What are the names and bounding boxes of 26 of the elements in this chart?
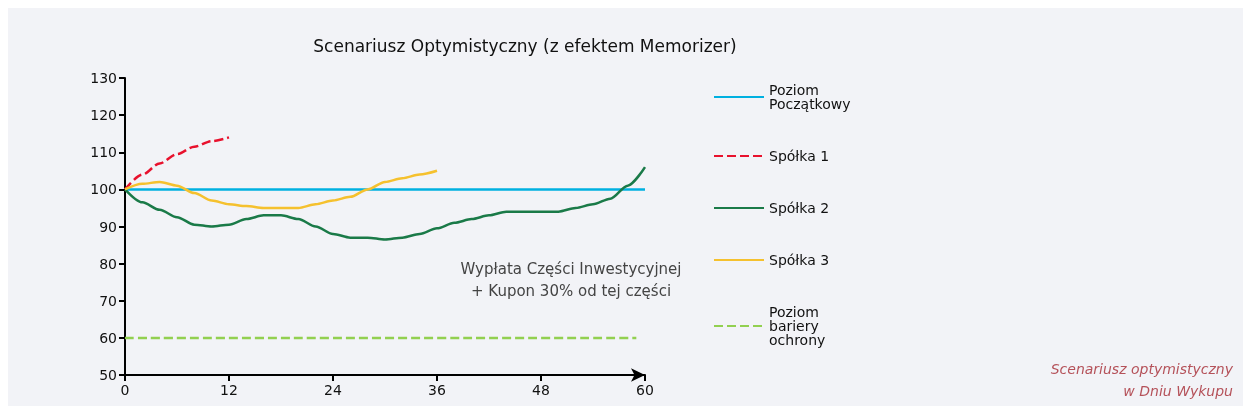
line-series [123, 169, 439, 210]
x-tick-label: 36 [428, 382, 446, 398]
x-tick-label: 12 [220, 382, 238, 398]
legend-label: Spółka 3 [769, 252, 830, 268]
line-series [123, 136, 231, 191]
y-tick-label: 110 [90, 144, 117, 161]
line-series [123, 165, 647, 241]
y-tick-label: 100 [90, 181, 117, 198]
legend-label: Spółka 1 [769, 148, 830, 164]
x-tick-label: 48 [532, 382, 550, 398]
x-tick-label: 60 [636, 382, 654, 398]
chart-title: Scenariusz Optymistyczny (z efektem Memorizer) [313, 35, 737, 56]
y-tick-label: 50 [99, 367, 117, 383]
y-tick-label: 120 [90, 107, 117, 124]
x-tick-label: 0 [120, 382, 130, 398]
y-tick-label: 70 [99, 292, 117, 309]
annotation: Wypłata Części Inwestycyjnej + Kupon 30% od tej części [460, 260, 682, 300]
y-tick-label: 80 [99, 255, 117, 272]
legend-label: Poziom bariery ochrony [769, 304, 826, 348]
y-tick-label: 60 [99, 329, 117, 346]
y-tick-label: 130 [90, 70, 117, 86]
text: Scenariusz optymistyczny w Dniu Wykupu [1050, 361, 1234, 399]
x-tick-label: 24 [324, 382, 342, 398]
legend-label: Poziom Początkowy [769, 82, 851, 112]
legend-label: Spółka 2 [769, 200, 830, 216]
y-tick-label: 90 [99, 218, 117, 235]
